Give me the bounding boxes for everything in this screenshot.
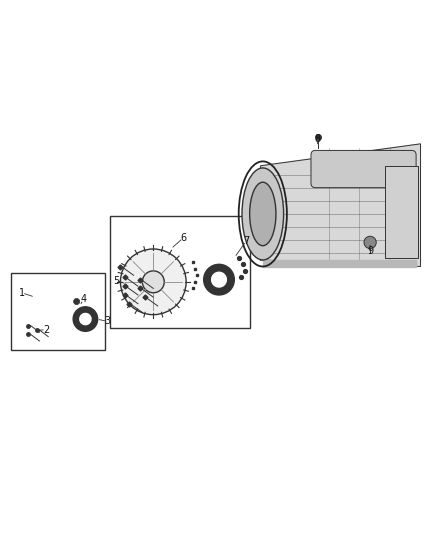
Bar [385, 166, 418, 258]
Ellipse shape [250, 182, 276, 246]
Circle shape [120, 249, 186, 314]
Text: 6: 6 [180, 233, 186, 243]
Text: 2: 2 [43, 325, 49, 335]
Ellipse shape [242, 168, 284, 260]
Polygon shape [261, 144, 420, 266]
Bar [110, 216, 250, 328]
Text: 5: 5 [113, 276, 119, 286]
Text: 8: 8 [314, 134, 321, 144]
Polygon shape [263, 260, 416, 266]
FancyBboxPatch shape [311, 150, 416, 188]
Text: 3: 3 [104, 316, 110, 326]
Text: 1: 1 [19, 288, 25, 298]
Text: 4: 4 [80, 294, 86, 304]
Circle shape [364, 236, 376, 248]
Circle shape [74, 298, 80, 304]
Text: 7: 7 [243, 236, 249, 246]
Circle shape [142, 271, 164, 293]
Bar [11, 273, 105, 350]
Text: 9: 9 [367, 246, 373, 256]
